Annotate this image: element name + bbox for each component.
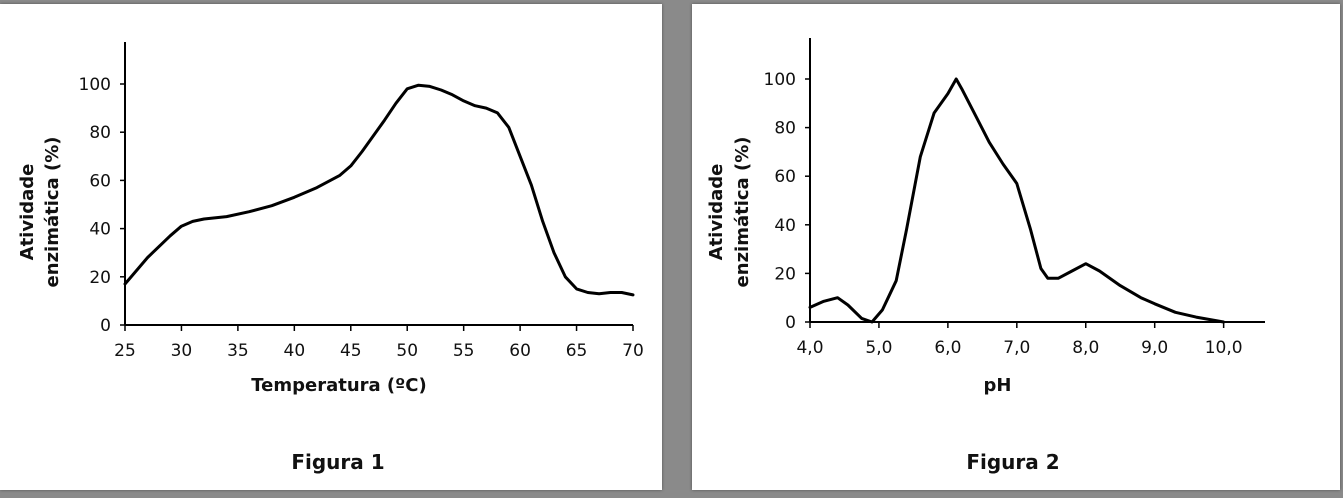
chart2-x-tick-label: 7,0 (1003, 338, 1030, 358)
chart1-x-tick-label: 55 (453, 341, 475, 361)
chart2-y-tick-label: 40 (774, 216, 796, 236)
chart1-caption: Figura 1 (291, 450, 384, 474)
figure-2-chart: 0 20 40 60 80 100 4,0 5,0 6,0 7,0 8,0 9,0 10,0 Ativid… (706, 38, 1265, 474)
chart2-series-line (808, 77, 1226, 324)
chart2-y-axis-title-line2: enzimática (%) (732, 137, 753, 288)
figure-2-panel: 0 20 40 60 80 100 4,0 5,0 6,0 7,0 8,0 9,0 10,0 Ativid… (692, 4, 1340, 490)
chart2-x-tick-label: 5,0 (865, 338, 892, 358)
chart1-y-tick-label: 60 (89, 171, 111, 191)
chart1-y-tick-label: 100 (79, 75, 111, 95)
chart2-caption: Figura 2 (966, 450, 1059, 474)
chart2-x-tick-label: 8,0 (1072, 338, 1099, 358)
chart2-x-tick-label: 6,0 (934, 338, 961, 358)
chart1-x-tick-label: 25 (114, 341, 136, 361)
chart2-x-axis-title: pH (984, 375, 1012, 396)
chart1-y-tick-label: 80 (89, 123, 111, 143)
chart1-x-tick-label: 40 (284, 341, 306, 361)
chart2-y-tick-label: 0 (785, 313, 796, 333)
chart2-y-tick-label: 100 (764, 70, 796, 90)
chart2-y-tick-label: 80 (774, 119, 796, 139)
chart1-y-tick-label: 40 (89, 220, 111, 240)
chart2-y-tick-label: 60 (774, 167, 796, 187)
chart1-x-tick-label: 65 (566, 341, 588, 361)
chart1-x-tick-label: 70 (622, 341, 644, 361)
chart1-x-tick-label: 35 (227, 341, 249, 361)
chart2-x-tick-label: 4,0 (796, 338, 823, 358)
chart1-y-axis-title-line2: enzimática (%) (42, 137, 63, 288)
chart1-y-tick-label: 20 (89, 268, 111, 288)
chart1-x-tick-label: 50 (396, 341, 418, 361)
chart1-y-axis-title-line1: Atividade (17, 164, 38, 261)
chart2-x-tick-label: 10,0 (1205, 338, 1243, 358)
chart1-x-tick-label: 30 (171, 341, 193, 361)
chart1-x-tick-label: 45 (340, 341, 362, 361)
chart2-x-tick-label: 9,0 (1141, 338, 1168, 358)
figure-1-chart: 0 20 40 60 80 100 25 30 35 40 45 50 55 60 65 70 Atividad… (17, 42, 644, 474)
chart1-y-tick-label: 0 (100, 316, 111, 336)
chart1-series-line (123, 83, 635, 297)
chart1-x-tick-label: 60 (509, 341, 531, 361)
figure-1-panel: 0 20 40 60 80 100 25 30 35 40 45 50 55 60 65 70 Atividad… (0, 4, 662, 490)
chart2-y-axis-title-line1: Atividade (706, 164, 727, 261)
chart1-x-axis-title: Temperatura (ºC) (251, 375, 427, 396)
chart2-y-tick-label: 20 (774, 264, 796, 284)
